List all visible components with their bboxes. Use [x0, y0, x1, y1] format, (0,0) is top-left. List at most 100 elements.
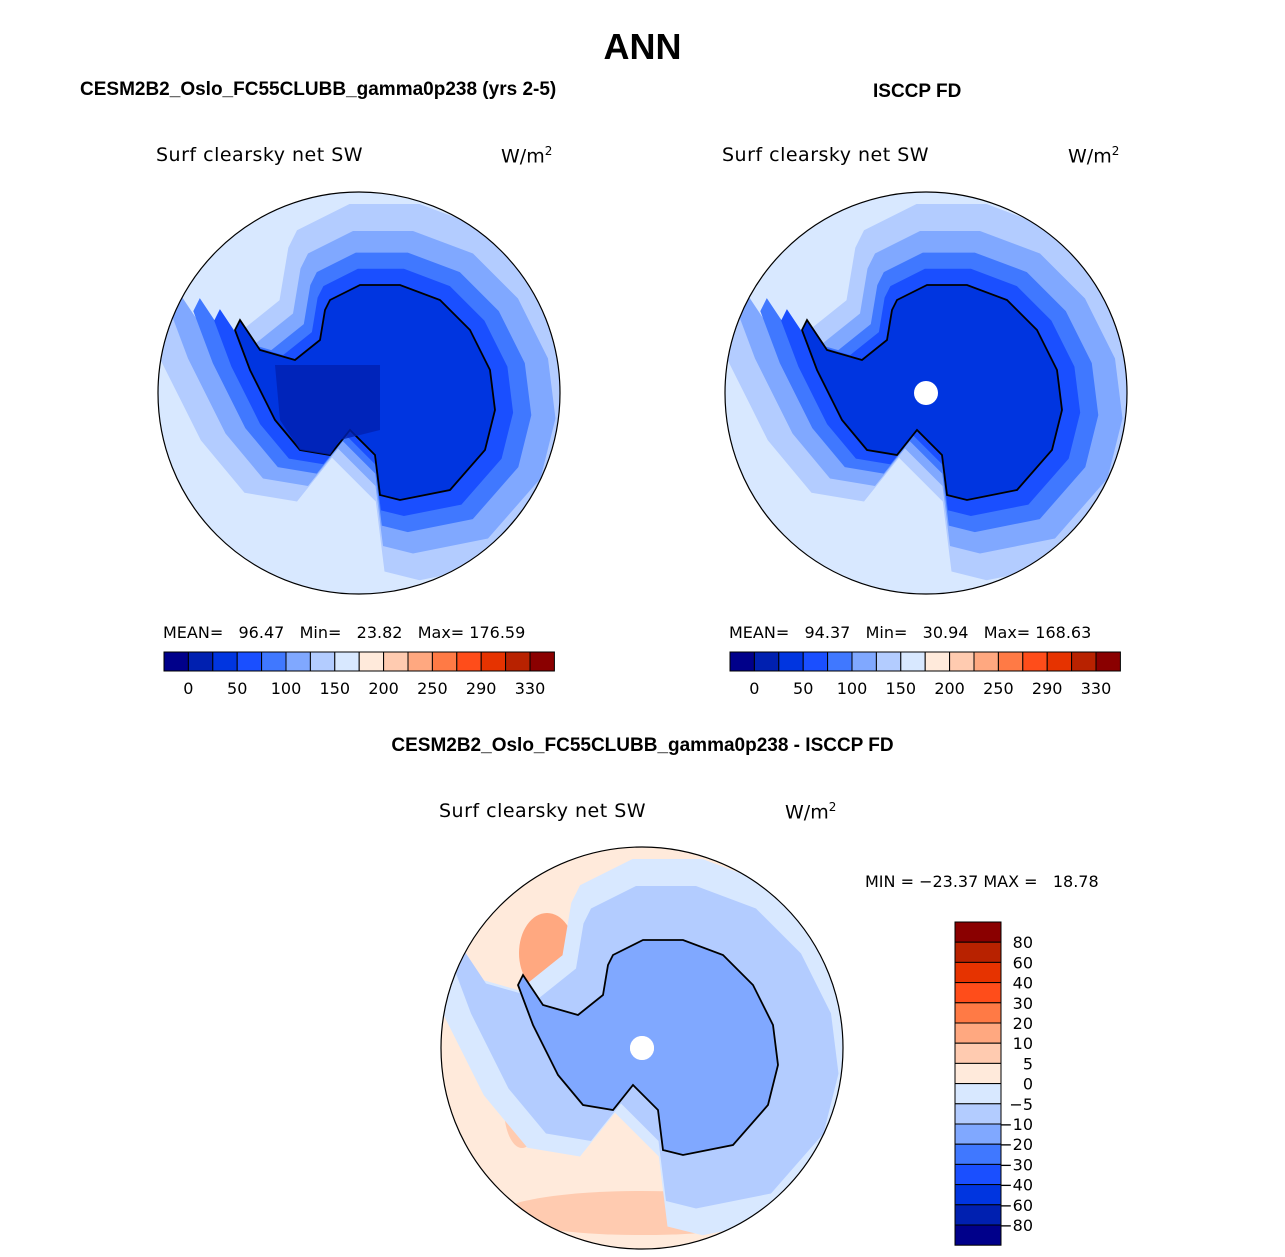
colorbar-obs-tick-label: 100: [837, 679, 868, 698]
colorbar-diff-box: [954, 961, 1002, 984]
colorbar-diff-tick-label: 0: [1023, 1075, 1033, 1094]
colorbar-obs-tick-label: 330: [1081, 679, 1112, 698]
colorbar-obs-box: [1095, 651, 1121, 672]
colorbar-obs-tick-label: 0: [749, 679, 759, 698]
colorbar-model-box: [480, 651, 507, 672]
colorbar-diff-tick-label: −10: [999, 1115, 1033, 1134]
colorbar-diff-box: [954, 1163, 1002, 1186]
map-diff-boundary: [440, 846, 844, 1250]
colorbar-diff-tick-label: 40: [1013, 974, 1033, 993]
colorbar-model-box: [187, 651, 214, 672]
panel-1-stats: MEAN= 96.47 Min= 23.82 Max= 176.59: [163, 623, 526, 642]
colorbar-model-box: [456, 651, 482, 672]
colorbar-model-tick-label: 50: [227, 679, 247, 698]
colorbar-obs-box: [924, 651, 951, 672]
colorbar-diff-tick-label: −80: [999, 1216, 1033, 1235]
diff-case-title: CESM2B2_Oslo_FC55CLUBB_gamma0p238 - ISCC…: [391, 735, 894, 756]
colorbar-diff-box: [954, 1002, 1002, 1024]
colorbar-model-box: [383, 651, 409, 672]
colorbar-diff-box: [954, 1042, 1002, 1064]
colorbar-model-box: [407, 651, 433, 672]
colorbar-diff-box: [954, 941, 1002, 963]
diff-variable: Surf clearsky net SW: [439, 800, 647, 822]
colorbar-diff-tick-label: 20: [1013, 1014, 1033, 1033]
colorbar-model-box: [285, 651, 311, 672]
figure-title: ANN: [603, 26, 682, 67]
colorbar-model-box: [431, 651, 458, 672]
map-obs-boundary: [724, 191, 1128, 595]
map-obs: [724, 191, 1128, 595]
colorbar-obs-box: [851, 651, 877, 672]
colorbar-diff-box: [954, 1022, 1002, 1044]
colorbar-model-box: [236, 651, 263, 672]
colorbar-diff-box: [954, 1103, 1002, 1125]
colorbar-obs-box: [1046, 651, 1073, 672]
colorbar-model-box: [212, 651, 238, 672]
anomaly-contour: [509, 192, 560, 243]
panel-2-units: W/m2: [1068, 144, 1120, 168]
colorbar-model-box: [334, 651, 360, 672]
colorbar-model-tick-label: 290: [466, 679, 497, 698]
colorbar-obs-box: [973, 651, 999, 672]
colorbar-diff-tick-label: 80: [1013, 933, 1033, 952]
colorbar-model-tick-label: 150: [320, 679, 351, 698]
panel-1-case-title: CESM2B2_Oslo_FC55CLUBB_gamma0p238 (yrs 2…: [80, 79, 557, 100]
colorbar-diff-box: [954, 921, 1002, 943]
diff-units: W/m2: [785, 800, 837, 824]
colorbar-model-box: [163, 651, 189, 672]
colorbar-model-box: [261, 651, 287, 672]
colorbar-obs-box: [875, 651, 902, 672]
colorbar-obs-box: [1022, 651, 1048, 672]
colorbar-obs-box: [802, 651, 829, 672]
colorbar-obs-tick-label: 250: [983, 679, 1014, 698]
colorbar-obs-box: [729, 651, 755, 672]
colorbar-obs-tick-label: 50: [793, 679, 813, 698]
colorbar-obs-tick-label: 290: [1032, 679, 1063, 698]
colorbar-model-tick-label: 330: [515, 679, 546, 698]
pole-hole: [914, 381, 938, 405]
colorbar-diff-box: [954, 1062, 1002, 1085]
colorbar-obs-box: [900, 651, 926, 672]
low-value-region: [275, 365, 380, 455]
colorbar-diff-tick-label: −20: [999, 1135, 1033, 1154]
colorbar-diff-tick-label: −40: [999, 1176, 1033, 1195]
colorbar-diff-tick-label: −30: [999, 1155, 1033, 1174]
colorbar-diff-box: [954, 1083, 1002, 1105]
panel-1-units: W/m2: [501, 144, 553, 168]
colorbar-diff-tick-label: −5: [1009, 1095, 1033, 1114]
panel-2-stats: MEAN= 94.37 Min= 30.94 Max= 168.63: [729, 623, 1092, 642]
colorbar-obs-box: [778, 651, 804, 672]
colorbar-obs-box: [753, 651, 780, 672]
colorbar-obs-box: [997, 651, 1024, 672]
colorbar-model-tick-label: 0: [183, 679, 193, 698]
diff-stats: MIN = −23.37 MAX = 18.78: [865, 872, 1099, 891]
pole-hole: [630, 1036, 654, 1060]
colorbar-obs-tick-label: 150: [886, 679, 917, 698]
colorbar-diff-box: [954, 1204, 1002, 1226]
colorbar-diff-box: [954, 1224, 1002, 1246]
colorbar-model-tick-label: 250: [417, 679, 448, 698]
colorbar-diff-tick-label: 60: [1013, 953, 1033, 972]
colorbar-model-box: [505, 651, 531, 672]
colorbar-obs-box: [827, 651, 853, 672]
colorbar-diff-tick-label: 10: [1013, 1034, 1033, 1053]
colorbar-model-box: [309, 651, 336, 672]
colorbar-diff-tick-label: 5: [1023, 1054, 1033, 1073]
panel-2-case-title: ISCCP FD: [873, 81, 962, 102]
colorbar-obs-box: [949, 651, 975, 672]
colorbar-model-tick-label: 200: [368, 679, 399, 698]
panel-2-variable: Surf clearsky net SW: [722, 144, 930, 166]
colorbar-diff-box: [954, 982, 1002, 1004]
colorbar-model-box: [529, 651, 555, 672]
colorbar-diff-tick-label: −60: [999, 1196, 1033, 1215]
panel-1-variable: Surf clearsky net SW: [156, 144, 364, 166]
colorbar-diff-tick-label: 30: [1013, 994, 1033, 1013]
colorbar-diff-box: [954, 1123, 1002, 1145]
colorbar-obs-tick-label: 200: [934, 679, 965, 698]
colorbar-diff-box: [954, 1143, 1002, 1165]
colorbar-obs-box: [1071, 651, 1097, 672]
colorbar-model-box: [358, 651, 385, 672]
map-model-boundary: [157, 191, 561, 595]
